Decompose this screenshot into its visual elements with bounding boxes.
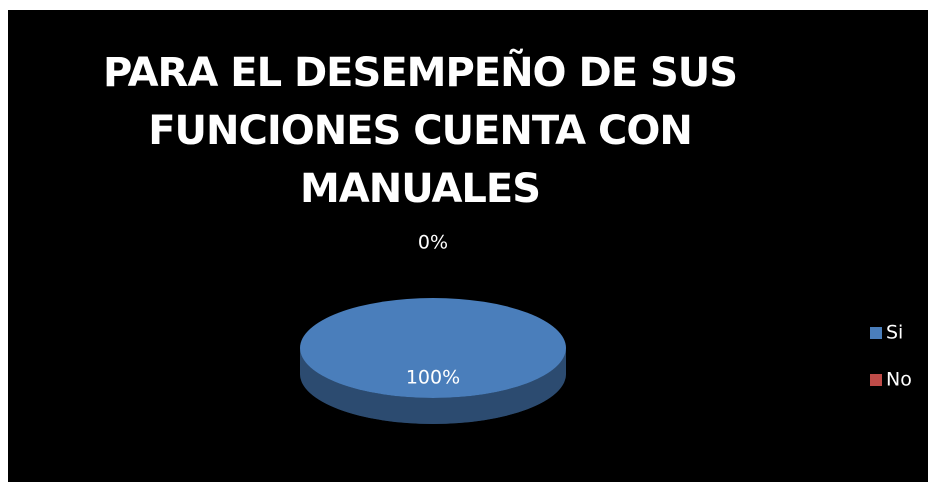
pie-side-shade xyxy=(300,348,566,424)
data-label: 0% xyxy=(418,232,448,254)
chart-title: PARA EL DESEMPEÑO DE SUS FUNCIONES CUENT… xyxy=(102,50,738,212)
legend-swatch xyxy=(870,327,882,339)
pie-slice xyxy=(300,298,566,398)
pie-side xyxy=(300,348,566,424)
legend-label: No xyxy=(886,369,912,391)
legend-swatch xyxy=(870,374,882,386)
data-label: 100% xyxy=(406,367,460,389)
legend-label: Si xyxy=(886,322,903,344)
